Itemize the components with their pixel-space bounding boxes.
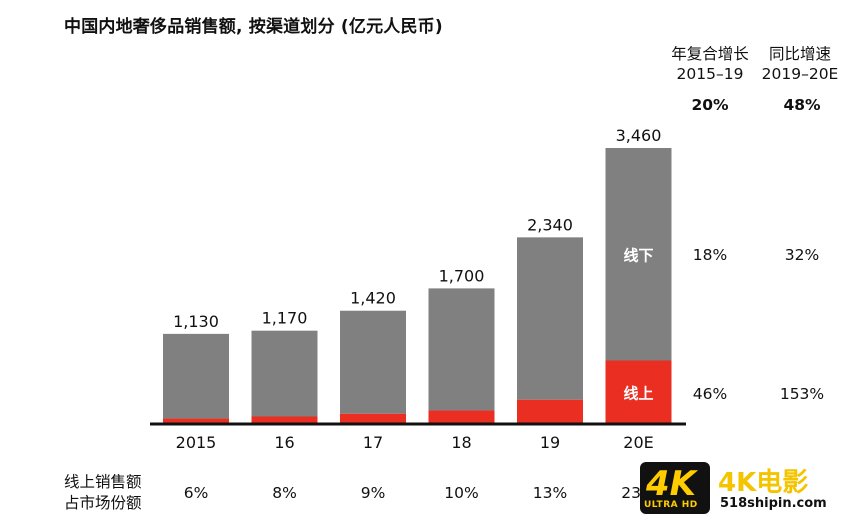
bar-total-label-16: 1,170 <box>262 309 308 328</box>
x-tick-label-16: 16 <box>274 433 294 452</box>
bar-online-18 <box>428 410 495 424</box>
watermark-badge-text: 4K <box>646 464 697 504</box>
bar-total-label-19: 2,340 <box>527 215 573 234</box>
yoy-header: 同比增速 2019–20E <box>752 44 848 84</box>
bar-online-17 <box>340 413 406 424</box>
x-tick-label-19: 19 <box>540 433 560 452</box>
cagr-total: 20% <box>691 96 729 114</box>
bar-offline-18 <box>428 288 495 411</box>
x-tick-label-2015: 2015 <box>176 433 217 452</box>
yoy-offline: 32% <box>784 246 820 264</box>
bar-online-16 <box>251 416 318 424</box>
watermark-badge-sub: ULTRA HD <box>644 500 698 510</box>
share-value-17: 9% <box>360 484 386 502</box>
share-value-19: 13% <box>532 484 568 502</box>
yoy-online: 153% <box>779 385 825 403</box>
bar-offline-17 <box>340 310 406 414</box>
yoy-total: 48% <box>783 96 821 114</box>
bar-online-20E <box>605 360 672 424</box>
watermark-site: 518shipin.com <box>720 496 827 511</box>
bar-total-label-17: 1,420 <box>350 289 396 308</box>
cagr-header-line1: 年复合增长 <box>671 45 749 63</box>
x-tick-label-17: 17 <box>363 433 383 452</box>
watermark: 4K ULTRA HD 4K电影 518shipin.com <box>640 462 848 519</box>
bar-total-label-20E: 3,460 <box>616 126 662 145</box>
cagr-header-line2: 2015–19 <box>676 65 744 83</box>
bar-online-19 <box>517 399 583 424</box>
x-tick-label-18: 18 <box>451 433 471 452</box>
share-value-16: 8% <box>272 484 297 502</box>
share-value-2015: 6% <box>183 484 209 502</box>
share-row-label-line1: 线上销售额 <box>64 473 142 491</box>
cagr-online: 46% <box>692 385 728 403</box>
bar-offline-16 <box>251 330 318 417</box>
x-tick-label-20E: 20E <box>623 433 653 452</box>
chart-title: 中国内地奢侈品销售额, 按渠道划分 (亿元人民币) <box>64 17 443 37</box>
bar-offline-19 <box>517 237 583 400</box>
segment-label-offline: 线下 <box>623 246 653 264</box>
share-value-18: 10% <box>444 484 479 502</box>
bar-total-label-2015: 1,130 <box>173 312 219 331</box>
share-row-label: 线上销售额 占市场份额 <box>64 472 142 514</box>
cagr-offline: 18% <box>692 246 728 264</box>
cagr-header: 年复合增长 2015–19 <box>660 44 760 84</box>
share-row-label-line2: 占市场份额 <box>64 494 142 512</box>
bar-offline-20E <box>605 148 672 361</box>
watermark-badge: 4K ULTRA HD <box>640 462 710 514</box>
yoy-header-line1: 同比增速 <box>768 45 831 63</box>
bar-total-label-18: 1,700 <box>439 266 485 285</box>
segment-label-online: 线上 <box>623 384 653 402</box>
bar-offline-2015 <box>163 333 229 419</box>
bar-online-2015 <box>163 418 229 424</box>
yoy-header-line2: 2019–20E <box>761 65 839 83</box>
watermark-brand: 4K电影 <box>718 468 809 498</box>
